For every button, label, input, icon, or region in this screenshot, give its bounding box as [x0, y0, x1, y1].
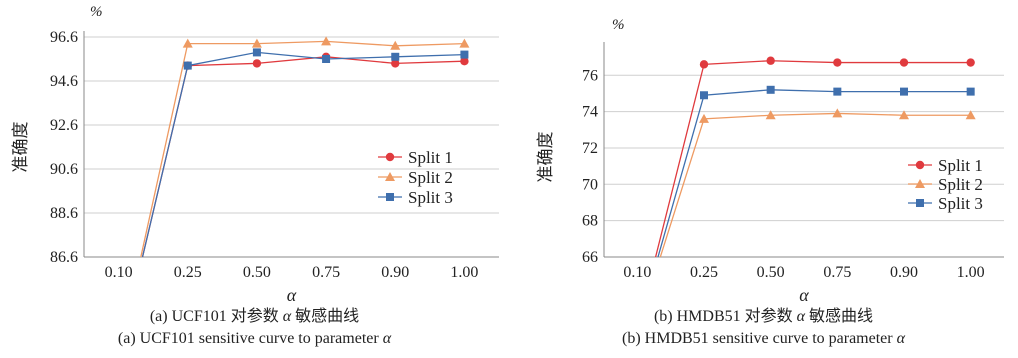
- caption-zh-left: (a) UCF101 对参数 α 敏感曲线: [0, 306, 509, 328]
- data-point-split-3: [183, 61, 192, 70]
- y-unit-label: %: [612, 17, 625, 33]
- legend-marker-split-1: [915, 160, 925, 170]
- caption-zh-right-symbol: α: [796, 308, 806, 325]
- y-tick-label: 68: [582, 213, 598, 230]
- data-point-split-1: [833, 58, 842, 67]
- caption-en-left: (a) UCF101 sensitive curve to parameter …: [0, 328, 509, 350]
- plot-area: [654, 56, 976, 257]
- data-point-split-1: [252, 59, 262, 68]
- x-tick-label: 0.25: [690, 264, 718, 281]
- caption-en-right-symbol: α: [896, 330, 905, 347]
- data-point-split-1: [966, 58, 975, 67]
- x-tick-label: 0.50: [757, 264, 785, 281]
- series-line-split-2: [140, 40, 465, 257]
- legend-label-split-1: Split 1: [938, 156, 983, 175]
- data-point-split-1: [460, 57, 469, 66]
- series-line-split-1: [654, 60, 971, 257]
- y-tick-label: 94.6: [50, 73, 78, 90]
- series-line-split-3: [141, 51, 465, 257]
- x-tick-label: 0.50: [243, 264, 271, 281]
- y-tick-label: 74: [582, 104, 598, 121]
- y-unit-label: %: [90, 4, 103, 20]
- caption-en-left-symbol: α: [382, 330, 392, 347]
- caption-zh-left-prefix: (a) UCF101 对参数: [149, 308, 279, 325]
- x-tick-label: 0.75: [823, 264, 851, 281]
- caption-zh-right-prefix: (b) HMDB51 对参数: [653, 308, 793, 325]
- legend-label-split-2: Split 2: [408, 168, 453, 187]
- data-point-split-3: [966, 87, 975, 96]
- data-point-split-2: [390, 40, 401, 50]
- y-tick-label: 86.6: [50, 249, 78, 266]
- caption-en-right-prefix: (b) HMDB51 sensitive curve to parameter: [622, 330, 893, 347]
- x-axis-title: α: [799, 285, 809, 305]
- data-point-split-2: [182, 38, 193, 48]
- data-point-split-3: [252, 48, 261, 57]
- y-tick-label: 72: [582, 140, 598, 157]
- data-point-split-2: [459, 38, 470, 48]
- legend-marker-split-3: [916, 199, 924, 207]
- x-tick-label: 1.00: [450, 264, 478, 281]
- series-line-split-2: [659, 112, 971, 257]
- y-tick-label: 88.6: [50, 205, 78, 222]
- y-tick-label: 70: [582, 176, 598, 193]
- legend-marker-split-3: [386, 193, 394, 201]
- x-tick-label: 0.25: [174, 264, 202, 281]
- data-point-split-2: [899, 110, 909, 120]
- data-point-split-2: [699, 113, 709, 123]
- data-point-split-3: [700, 91, 708, 100]
- caption-zh-right: (b) HMDB51 对参数 α 敏感曲线: [509, 306, 1018, 328]
- caption-zh-left-suffix: 敏感曲线: [295, 308, 360, 325]
- legend-label-split-3: Split 3: [938, 194, 983, 213]
- x-tick-label: 0.75: [312, 264, 340, 281]
- legend-label-split-2: Split 2: [938, 175, 983, 194]
- legend-label-split-1: Split 1: [408, 148, 453, 167]
- x-tick-label: 0.10: [105, 264, 133, 281]
- data-point-split-2: [251, 38, 262, 48]
- data-point-split-1: [766, 56, 775, 65]
- x-tick-label: 0.10: [623, 264, 651, 281]
- x-axis-title: α: [287, 285, 297, 305]
- data-point-split-3: [460, 50, 469, 59]
- y-tick-label: 92.6: [50, 117, 78, 134]
- data-point-split-3: [322, 55, 331, 63]
- caption-en-right: (b) HMDB51 sensitive curve to parameter …: [509, 328, 1018, 350]
- plot-area: [140, 36, 470, 257]
- legend-marker-split-2: [385, 172, 395, 181]
- y-tick-label: 96.6: [50, 29, 78, 46]
- data-point-split-2: [965, 110, 976, 120]
- data-point-split-3: [766, 85, 775, 94]
- y-axis-title: 准确度: [11, 122, 30, 173]
- data-point-split-3: [833, 87, 842, 96]
- series-line-split-3: [657, 89, 971, 257]
- data-point-split-3: [391, 52, 400, 61]
- data-point-split-2: [765, 110, 776, 120]
- y-tick-label: 76: [582, 67, 598, 84]
- chart-ucf101: 86.6 88.6 90.6 92.6 94.6 96.6 0.10 0.25 0.50 0.75…: [11, 4, 499, 305]
- data-point-split-1: [899, 58, 909, 67]
- data-point-split-1: [699, 60, 709, 69]
- y-tick-label: 66: [582, 249, 598, 266]
- caption-zh-right-suffix: 敏感曲线: [809, 308, 874, 325]
- data-point-split-1: [391, 59, 400, 68]
- y-axis-title: 准确度: [536, 132, 555, 183]
- data-point-split-2: [832, 108, 843, 118]
- y-tick-label: 90.6: [50, 161, 78, 178]
- data-point-split-2: [321, 36, 332, 46]
- legend-marker-split-1: [385, 152, 395, 162]
- chart-hmdb51: 66 68 70 72 74 76 0.10 0.25 0.50 0.75 0.90 1.00 α 准确度…: [536, 17, 1004, 305]
- caption-en-left-prefix: (a) UCF101 sensitive curve to parameter: [117, 330, 379, 347]
- x-tick-label: 0.90: [890, 264, 918, 281]
- x-tick-label: 1.00: [957, 264, 985, 281]
- caption-zh-left-symbol: α: [282, 308, 292, 325]
- x-tick-label: 0.90: [381, 264, 409, 281]
- legend-marker-split-2: [915, 179, 925, 188]
- data-point-split-3: [900, 87, 908, 96]
- legend-label-split-3: Split 3: [408, 188, 453, 207]
